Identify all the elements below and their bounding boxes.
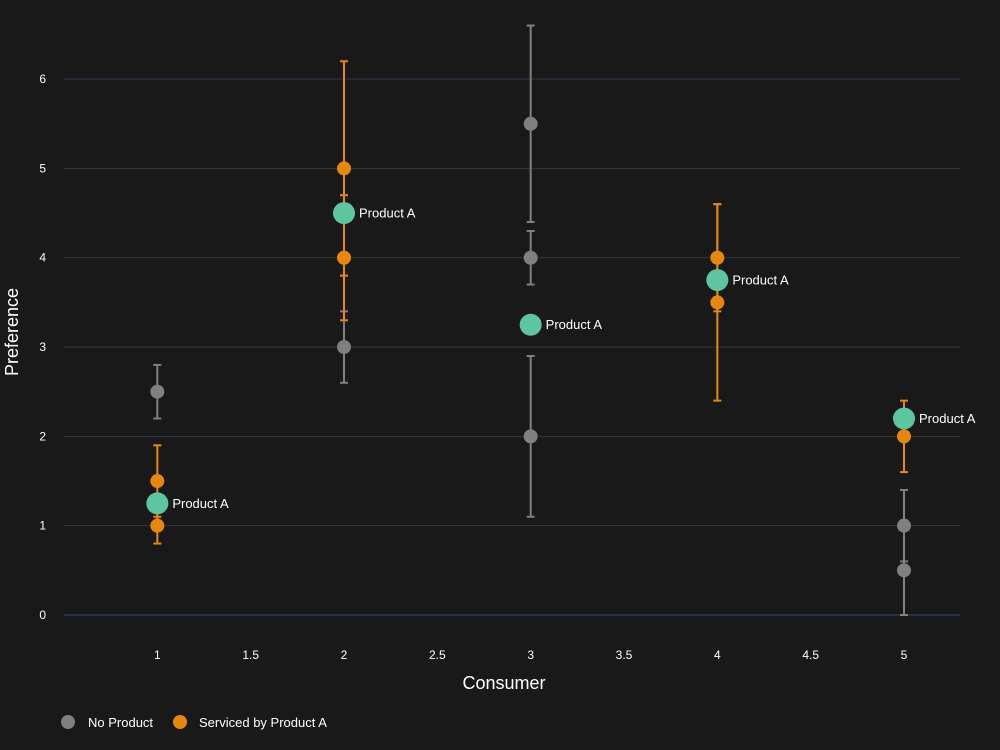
data-point[interactable]	[337, 250, 351, 265]
y-tick-label: 4	[39, 251, 46, 265]
product-a-label: Product A	[546, 317, 603, 332]
data-point[interactable]	[337, 161, 351, 176]
y-axis-title: Preference	[2, 288, 22, 376]
x-tick-label: 4.5	[802, 648, 819, 662]
product-a-label: Product A	[919, 411, 976, 426]
product-a-marker[interactable]: Product A	[706, 269, 789, 292]
y-tick-label: 2	[39, 429, 46, 443]
data-point[interactable]	[897, 563, 911, 578]
data-point[interactable]	[337, 340, 351, 355]
product-a-label: Product A	[359, 206, 416, 221]
y-tick-label: 0	[39, 608, 46, 622]
legend-label-serviced: Serviced by Product A	[199, 715, 327, 730]
data-point[interactable]	[897, 518, 911, 533]
grid-layer	[64, 78, 960, 616]
data-point[interactable]	[523, 429, 538, 444]
legend[interactable]: No Product Serviced by Product A	[61, 715, 327, 730]
legend-marker-serviced	[173, 715, 187, 729]
product-a-marker[interactable]: Product A	[333, 202, 416, 225]
data-point[interactable]	[150, 384, 165, 399]
product-a-point[interactable]	[893, 407, 915, 430]
data-point[interactable]	[710, 295, 725, 310]
data-point[interactable]	[523, 250, 538, 265]
data-point[interactable]	[150, 474, 165, 489]
y-tick-label: 5	[39, 161, 46, 175]
x-tick-label: 1	[154, 648, 161, 662]
data-points	[150, 116, 911, 578]
product-a-point[interactable]	[706, 269, 729, 292]
product-a-point[interactable]	[519, 313, 542, 336]
product-a-point[interactable]	[333, 202, 355, 225]
product-markers: Product A Product A Product A Product A Prod…	[146, 202, 976, 515]
y-tick-label: 6	[39, 72, 46, 86]
legend-item-no-product[interactable]: No Product	[61, 715, 153, 730]
legend-marker-no-product	[61, 715, 75, 729]
x-axis-title: Consumer	[462, 673, 545, 693]
product-a-marker[interactable]: Product A	[519, 313, 603, 336]
product-a-label: Product A	[172, 496, 229, 511]
x-axis-ticks: 1 1.5 2 2.5 3 3.5 4 4.5 5	[154, 648, 908, 662]
product-a-point[interactable]	[146, 492, 169, 515]
data-point[interactable]	[897, 429, 911, 444]
x-tick-label: 2	[341, 648, 348, 662]
data-point[interactable]	[523, 116, 538, 131]
legend-item-serviced[interactable]: Serviced by Product A	[173, 715, 327, 730]
data-point[interactable]	[150, 518, 165, 533]
y-axis-ticks: 0 1 2 3 4 5 6	[39, 72, 46, 622]
x-tick-label: 3	[527, 648, 534, 662]
legend-label-no-product: No Product	[88, 715, 153, 730]
x-tick-label: 4	[714, 648, 721, 662]
product-a-label: Product A	[732, 273, 789, 288]
x-tick-label: 3.5	[616, 648, 633, 662]
y-tick-label: 1	[39, 519, 46, 533]
product-a-marker[interactable]: Product A	[893, 407, 976, 430]
x-tick-label: 2.5	[429, 648, 446, 662]
y-tick-label: 3	[39, 340, 46, 354]
x-tick-label: 1.5	[242, 648, 259, 662]
data-point[interactable]	[710, 250, 725, 265]
product-a-marker[interactable]: Product A	[146, 492, 229, 515]
x-tick-label: 5	[901, 648, 908, 662]
